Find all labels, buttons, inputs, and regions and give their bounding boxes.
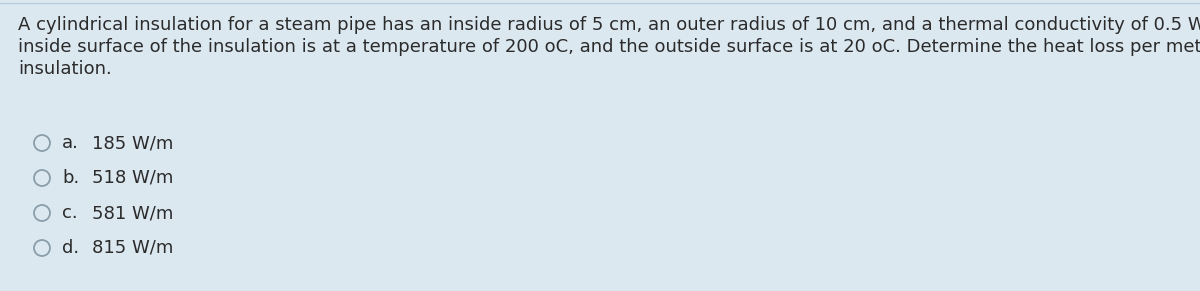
Text: 185 W/m: 185 W/m xyxy=(92,134,173,152)
Text: A cylindrical insulation for a steam pipe has an inside radius of 5 cm, an outer: A cylindrical insulation for a steam pip… xyxy=(18,16,1200,34)
Text: 581 W/m: 581 W/m xyxy=(92,204,173,222)
Text: d.: d. xyxy=(62,239,79,257)
Text: b.: b. xyxy=(62,169,79,187)
Text: 815 W/m: 815 W/m xyxy=(92,239,173,257)
Text: inside surface of the insulation is at a temperature of 200 oC, and the outside : inside surface of the insulation is at a… xyxy=(18,38,1200,56)
Text: insulation.: insulation. xyxy=(18,60,112,78)
Text: 518 W/m: 518 W/m xyxy=(92,169,173,187)
Text: a.: a. xyxy=(62,134,79,152)
Text: c.: c. xyxy=(62,204,78,222)
